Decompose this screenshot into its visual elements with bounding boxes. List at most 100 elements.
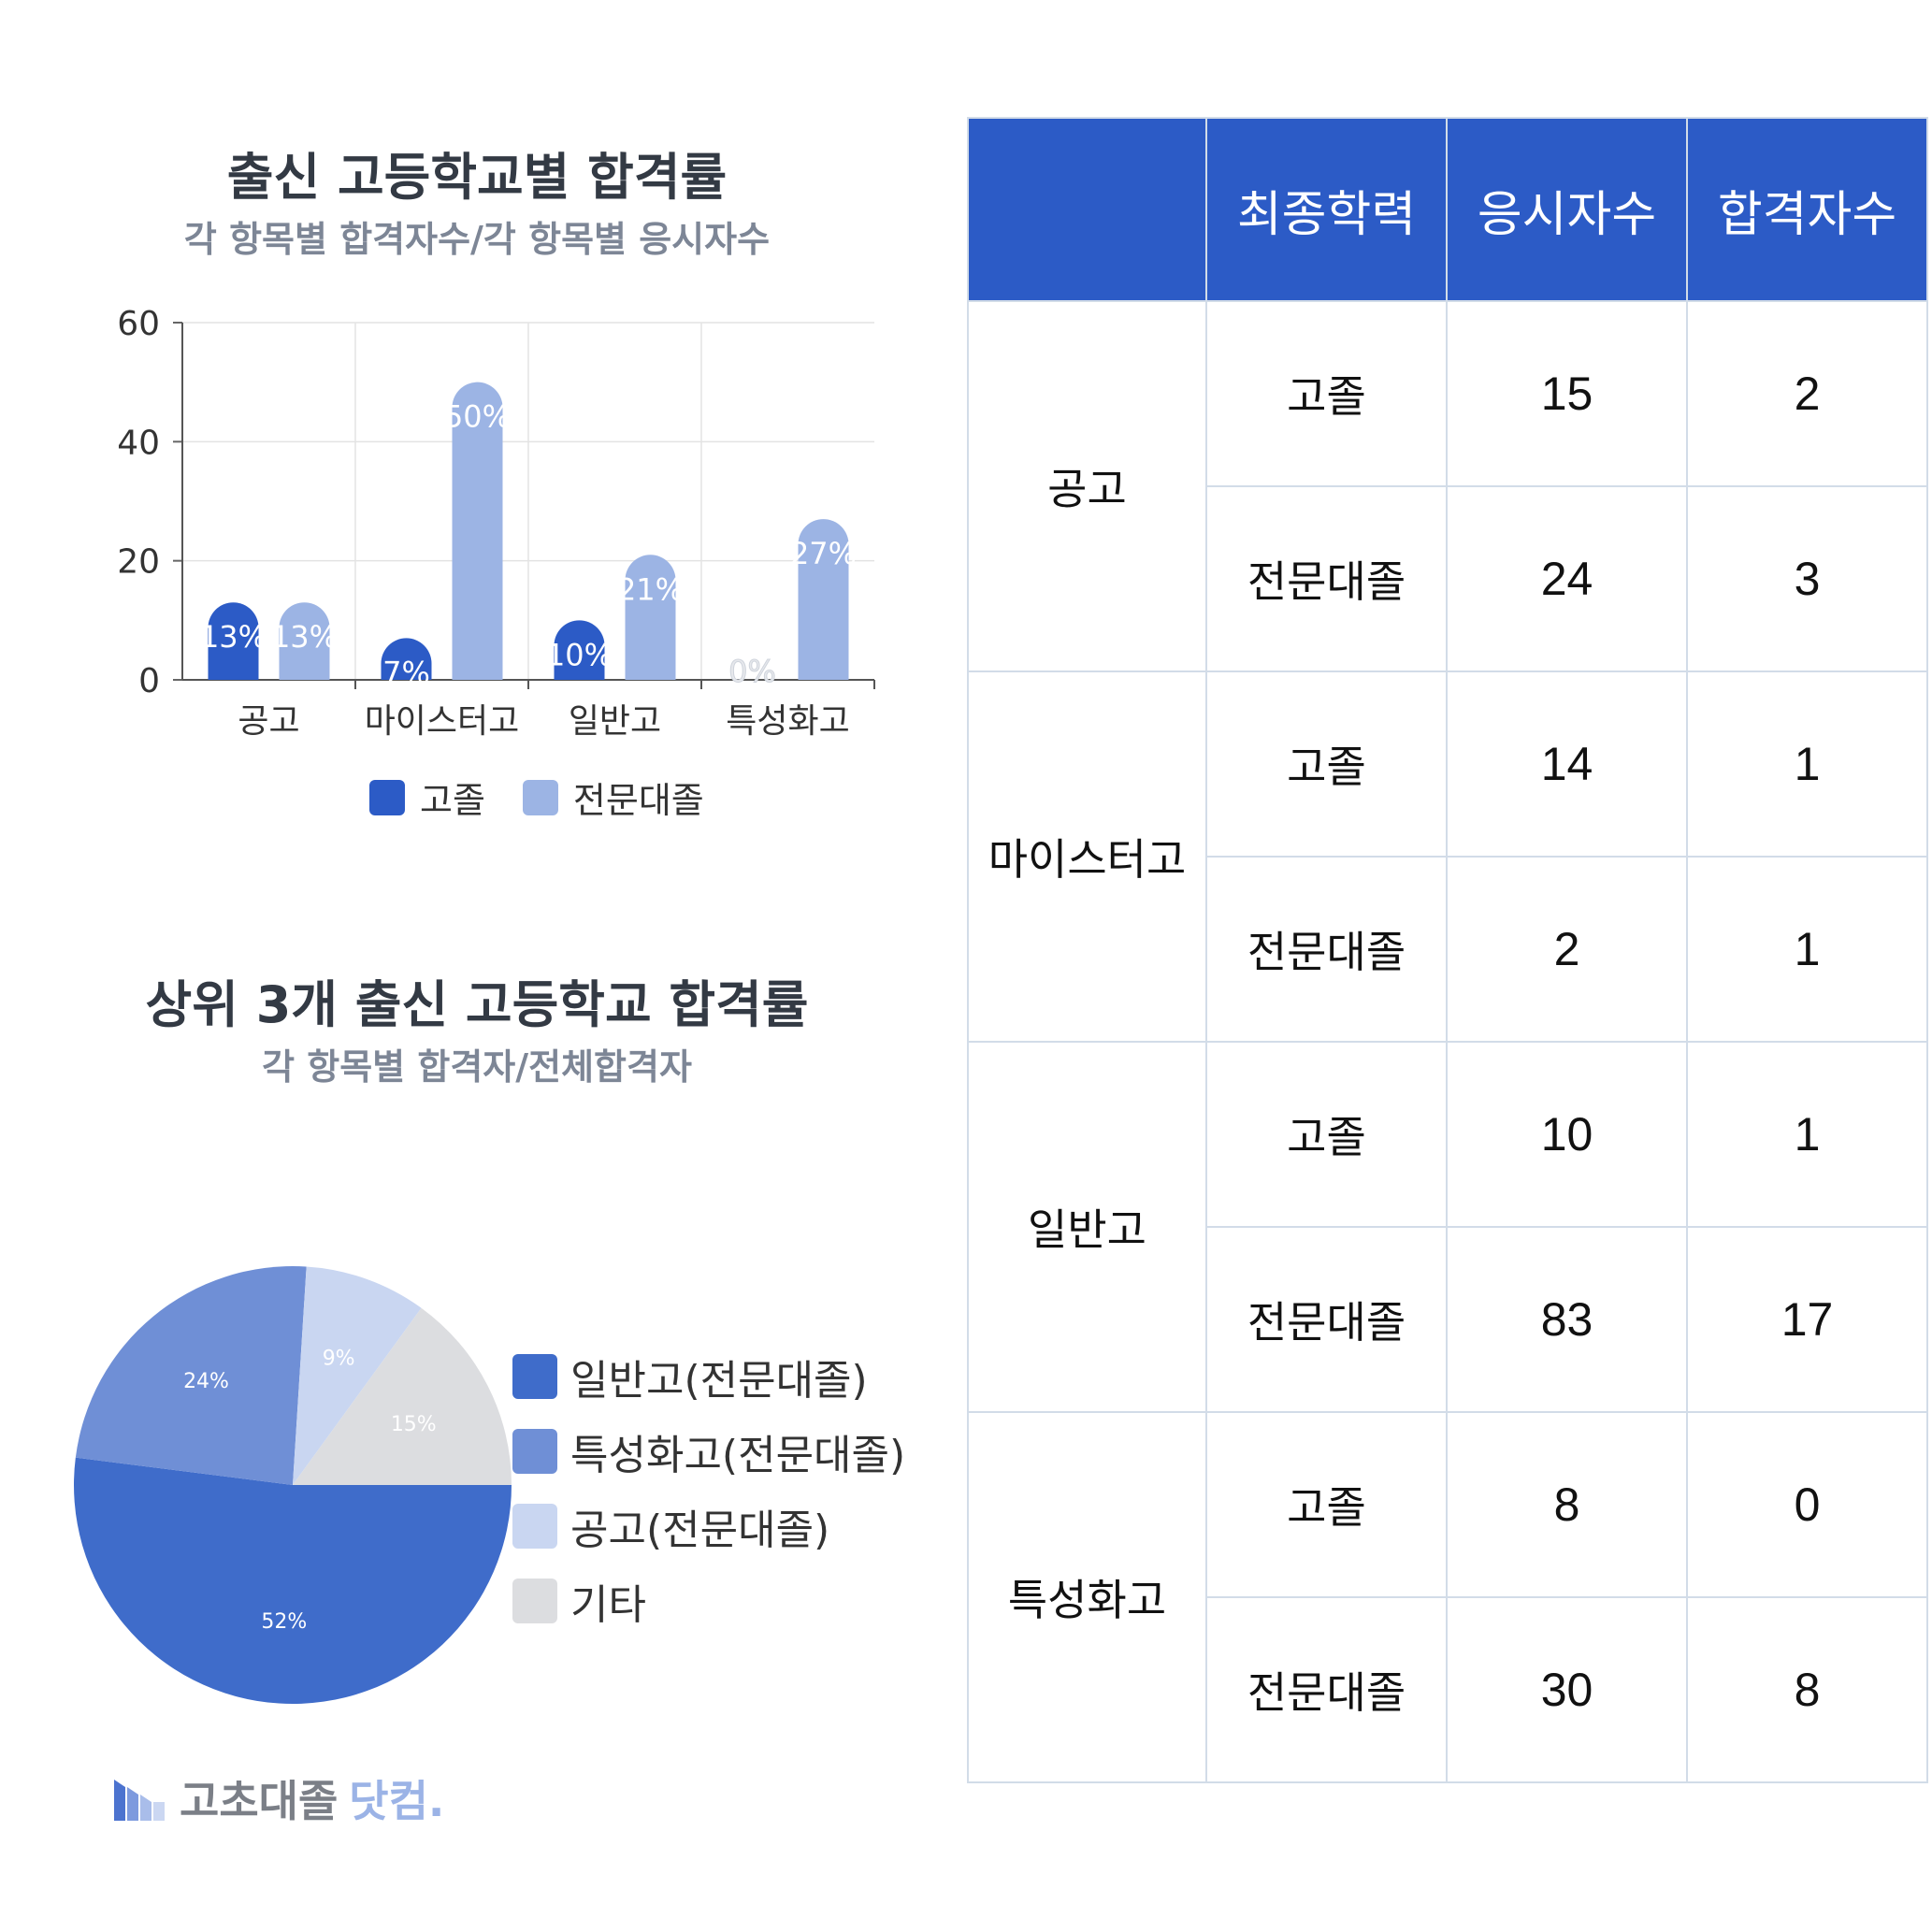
bar-chart: 0 20 40 60 공고 13% 13% 마이스터고 7% 50% 일반고 10%21% 특성화고 0%… bbox=[117, 305, 875, 741]
pie-legend-label-3: 기타 bbox=[570, 1581, 646, 1629]
school-cell: 일반고 bbox=[967, 1041, 1207, 1413]
logo-text-accent: 닷컴. bbox=[349, 1776, 445, 1826]
education-cell: 전문대졸 bbox=[1205, 1596, 1448, 1783]
pie-slice-label: 9% bbox=[323, 1347, 355, 1370]
bar-college bbox=[625, 555, 676, 680]
pie-slice[interactable] bbox=[75, 1266, 307, 1485]
school-cell: 마이스터고 bbox=[967, 670, 1207, 1043]
passed-cell: 3 bbox=[1686, 485, 1928, 672]
passed-cell: 1 bbox=[1686, 856, 1928, 1043]
bar-data-label: 10% bbox=[546, 637, 613, 672]
passed-cell: 1 bbox=[1686, 670, 1928, 858]
pie-legend-label-2: 공고(전문대졸) bbox=[570, 1507, 830, 1554]
bar-data-label: 7% bbox=[382, 655, 430, 690]
pie-slice-label: 15% bbox=[391, 1413, 437, 1436]
results-table: 최종학력 응시자수 합격자수 공고 고졸 15 2 전문대졸 24 3 마이스터고 고졸 14 1 전… bbox=[967, 117, 1928, 1783]
table-row: 마이스터고 고졸 14 1 bbox=[967, 670, 1928, 1043]
education-cell: 전문대졸 bbox=[1205, 1226, 1448, 1413]
pie-legend-swatch-2 bbox=[512, 1504, 557, 1549]
bar-college bbox=[452, 382, 503, 680]
pie-slice-label: 52% bbox=[261, 1610, 307, 1634]
bar-data-label: 13% bbox=[271, 619, 338, 655]
applicants-cell: 30 bbox=[1446, 1596, 1688, 1783]
pie-legend-label-0: 일반고(전문대졸) bbox=[570, 1357, 868, 1405]
y-tick-label: 0 bbox=[138, 662, 160, 700]
pie-legend-item-2[interactable]: 공고(전문대졸) bbox=[512, 1489, 905, 1564]
applicants-cell: 83 bbox=[1446, 1226, 1688, 1413]
bar-highschool bbox=[208, 602, 259, 680]
education-cell: 고졸 bbox=[1205, 1411, 1448, 1598]
applicants-cell: 24 bbox=[1446, 485, 1688, 672]
bar-legend-label-0: 고졸 bbox=[420, 780, 485, 821]
bar-college bbox=[798, 519, 849, 680]
passed-cell: 1 bbox=[1686, 1041, 1928, 1228]
applicants-cell: 2 bbox=[1446, 856, 1688, 1043]
bar-chart-title: 출신 고등학교별 합격률 bbox=[226, 148, 728, 207]
table-row: 전문대졸 2 1 bbox=[968, 856, 1928, 1043]
table-row: 공고 고졸 15 2 bbox=[967, 300, 1928, 672]
bar-legend-label-1: 전문대졸 bbox=[572, 780, 704, 821]
site-logo[interactable]: 고초대졸 닷컴. bbox=[114, 1767, 444, 1829]
education-cell: 고졸 bbox=[1205, 300, 1448, 487]
pie-legend-swatch-3 bbox=[512, 1579, 557, 1623]
education-cell: 고졸 bbox=[1205, 670, 1448, 858]
bar-data-label: 21% bbox=[617, 571, 684, 607]
education-cell: 전문대졸 bbox=[1205, 856, 1448, 1043]
bar-highschool bbox=[381, 638, 432, 680]
applicants-cell: 14 bbox=[1446, 670, 1688, 858]
pie-chart-subtitle: 각 항목별 합격자/전체합격자 bbox=[262, 1046, 692, 1088]
y-tick-label: 20 bbox=[117, 543, 160, 582]
header-school bbox=[967, 117, 1207, 302]
header-passed: 합격자수 bbox=[1686, 117, 1928, 302]
table-row: 전문대졸 24 3 bbox=[968, 485, 1928, 672]
table-row: 특성화고 고졸 8 0 bbox=[967, 1411, 1928, 1783]
bar-college bbox=[279, 602, 330, 680]
bar-legend-swatch-0 bbox=[369, 779, 405, 815]
table-header-row: 최종학력 응시자수 합격자수 bbox=[967, 117, 1928, 302]
table-row: 전문대졸 30 8 bbox=[968, 1596, 1928, 1783]
table-row: 전문대졸 83 17 bbox=[968, 1226, 1928, 1413]
passed-cell: 17 bbox=[1686, 1226, 1928, 1413]
pie-legend-item-1[interactable]: 특성화고(전문대졸) bbox=[512, 1414, 905, 1489]
bar-chart-subtitle: 각 항목별 합격자수/각 항목별 응시자수 bbox=[183, 219, 771, 260]
education-cell: 고졸 bbox=[1205, 1041, 1448, 1228]
logo-text-main: 고초대졸 bbox=[180, 1776, 339, 1826]
pie-chart-legend: 일반고(전문대졸) 특성화고(전문대졸) 공고(전문대졸) 기타 bbox=[512, 1339, 905, 1638]
y-tick-label: 40 bbox=[117, 424, 160, 462]
passed-cell: 0 bbox=[1686, 1411, 1928, 1598]
pie-legend-item-0[interactable]: 일반고(전문대졸) bbox=[512, 1339, 905, 1414]
pie-legend-swatch-1 bbox=[512, 1429, 557, 1474]
pie-chart: 52% 24% 9% 15% bbox=[74, 1266, 512, 1704]
school-cell: 특성화고 bbox=[967, 1411, 1207, 1783]
logo-bars-icon bbox=[114, 1780, 165, 1821]
school-cell: 공고 bbox=[967, 300, 1207, 672]
y-tick-label: 60 bbox=[117, 305, 160, 343]
bar-data-label: 0% bbox=[728, 654, 776, 689]
x-tick-label: 공고 bbox=[238, 702, 299, 741]
bar-legend-swatch-1 bbox=[522, 779, 558, 815]
pie-legend-swatch-0 bbox=[512, 1354, 557, 1399]
pie-legend-item-3[interactable]: 기타 bbox=[512, 1564, 905, 1638]
bar-legend-item-0[interactable]: 고졸 bbox=[369, 771, 485, 823]
applicants-cell: 15 bbox=[1446, 300, 1688, 487]
x-tick-label: 마이스터고 bbox=[365, 702, 520, 741]
bar-highschool bbox=[554, 620, 605, 680]
bar-legend-item-1[interactable]: 전문대졸 bbox=[522, 771, 704, 823]
pie-chart-title: 상위 3개 출신 고등학교 합격률 bbox=[145, 975, 809, 1034]
passed-cell: 2 bbox=[1686, 300, 1928, 487]
bar-data-label: 50% bbox=[444, 399, 511, 435]
pie-slice-label: 24% bbox=[183, 1370, 229, 1393]
bar-data-label: 27% bbox=[790, 536, 857, 571]
x-tick-label: 일반고 bbox=[569, 702, 661, 741]
x-tick-label: 특성화고 bbox=[726, 702, 849, 741]
pie-legend-label-1: 특성화고(전문대졸) bbox=[570, 1432, 906, 1479]
pie-slice[interactable] bbox=[74, 1457, 512, 1704]
passed-cell: 8 bbox=[1686, 1596, 1928, 1783]
pie-slice[interactable] bbox=[293, 1266, 422, 1485]
table-row: 일반고 고졸 10 1 bbox=[967, 1041, 1928, 1413]
applicants-cell: 10 bbox=[1446, 1041, 1688, 1228]
education-cell: 전문대졸 bbox=[1205, 485, 1448, 672]
pie-slice[interactable] bbox=[293, 1307, 512, 1485]
applicants-cell: 8 bbox=[1446, 1411, 1688, 1598]
bar-data-label: 13% bbox=[200, 619, 267, 655]
